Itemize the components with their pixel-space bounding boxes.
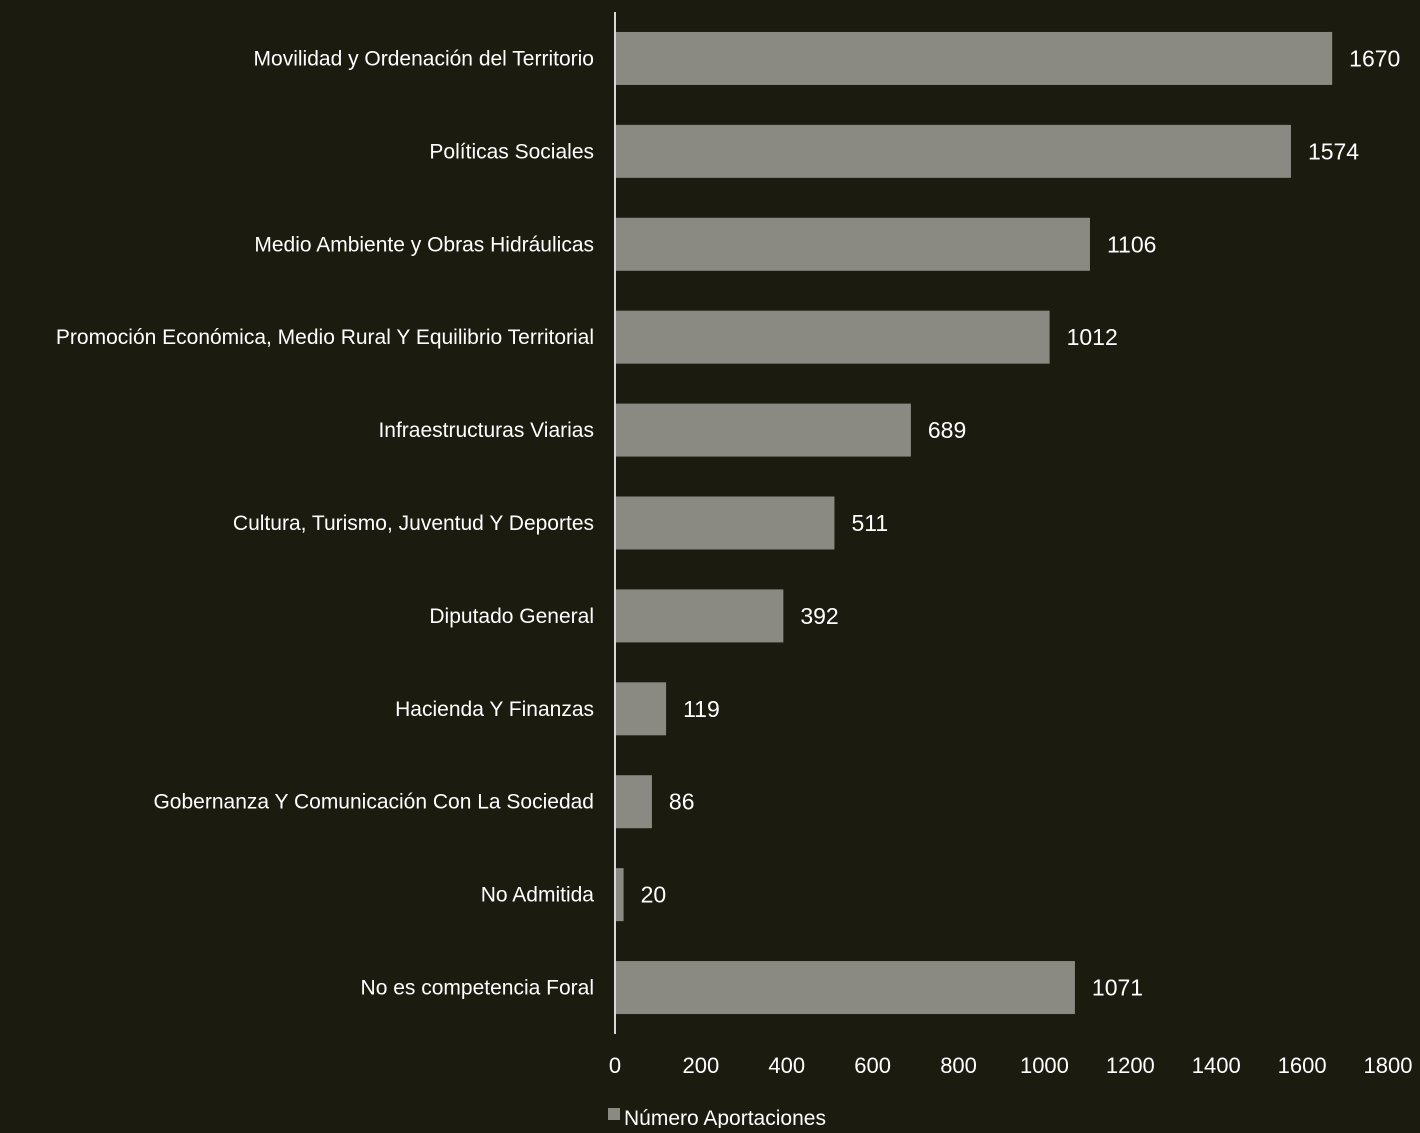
category-label: Gobernanza Y Comunicación Con La Socieda…	[153, 791, 594, 814]
data-label: 1106	[1107, 231, 1156, 257]
category-label: No es competencia Foral	[361, 977, 594, 1000]
bar	[616, 496, 835, 550]
bar	[616, 868, 624, 922]
category-label: Medio Ambiente y Obras Hidráulicas	[254, 233, 594, 256]
bar	[616, 217, 1090, 271]
x-tick-label: 1800	[1364, 1053, 1413, 1078]
data-label: 1071	[1092, 975, 1143, 1001]
bar	[616, 403, 911, 457]
category-label: Promoción Económica, Medio Rural Y Equil…	[56, 326, 594, 349]
category-label: Cultura, Turismo, Juventud Y Deportes	[233, 512, 594, 535]
data-label: 1670	[1349, 45, 1400, 71]
category-label: Infraestructuras Viarias	[378, 419, 594, 442]
legend-label: Número Aportaciones	[624, 1107, 826, 1128]
category-label: Hacienda Y Finanzas	[395, 698, 594, 721]
bar	[616, 589, 784, 643]
x-tick-label: 400	[768, 1053, 805, 1078]
bar	[616, 124, 1291, 178]
data-labels-layer: 1670 1574 1106 1012 689 511 392 119 86 20 1071	[641, 45, 1401, 1000]
category-label: Diputado General	[429, 605, 594, 628]
legend-swatch	[608, 1108, 620, 1120]
x-tick-label: 200	[683, 1053, 720, 1078]
category-label: No Admitida	[481, 884, 595, 907]
data-label: 1012	[1067, 324, 1118, 350]
x-tick-label: 1200	[1106, 1053, 1155, 1078]
data-label: 119	[683, 696, 720, 722]
data-label: 511	[851, 510, 888, 536]
data-label: 20	[641, 882, 667, 908]
bar	[616, 961, 1075, 1015]
category-label: Movilidad y Ordenación del Territorio	[254, 47, 594, 70]
data-label: 86	[669, 789, 695, 815]
x-tick-label: 1400	[1192, 1053, 1241, 1078]
bars-layer	[616, 31, 1333, 1015]
x-tick-labels-layer: 0 200 400 600 800 1000 1200 1400 1600 1800	[609, 1053, 1413, 1078]
bar	[616, 31, 1333, 85]
bar	[616, 682, 667, 736]
x-tick-label: 1600	[1278, 1053, 1327, 1078]
x-tick-label: 0	[609, 1053, 621, 1078]
data-label: 392	[800, 603, 838, 629]
x-tick-label: 600	[854, 1053, 891, 1078]
bar	[616, 310, 1050, 364]
legend: Número Aportaciones	[608, 1107, 826, 1130]
category-label: Políticas Sociales	[429, 140, 594, 163]
x-tick-label: 800	[940, 1053, 977, 1078]
category-labels-layer: Movilidad y Ordenación del Territorio Pol…	[56, 47, 594, 999]
data-label: 689	[928, 417, 966, 443]
x-tick-label: 1000	[1020, 1053, 1069, 1078]
bar	[616, 775, 652, 829]
data-label: 1574	[1308, 138, 1359, 164]
